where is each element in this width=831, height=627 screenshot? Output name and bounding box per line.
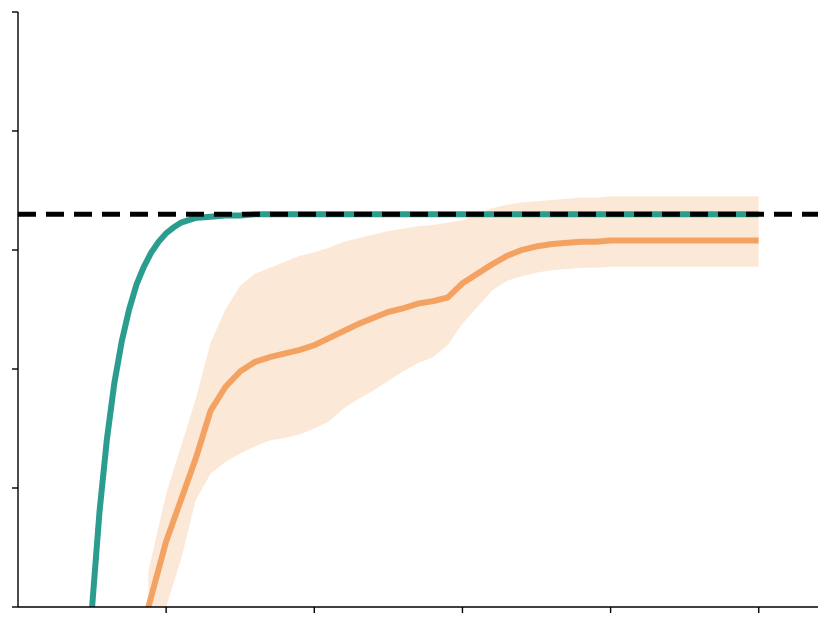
confidence-band-layer [148, 196, 759, 607]
series-2-confidence-band [148, 196, 759, 607]
axes [12, 11, 818, 613]
series-2-line [145, 237, 759, 607]
